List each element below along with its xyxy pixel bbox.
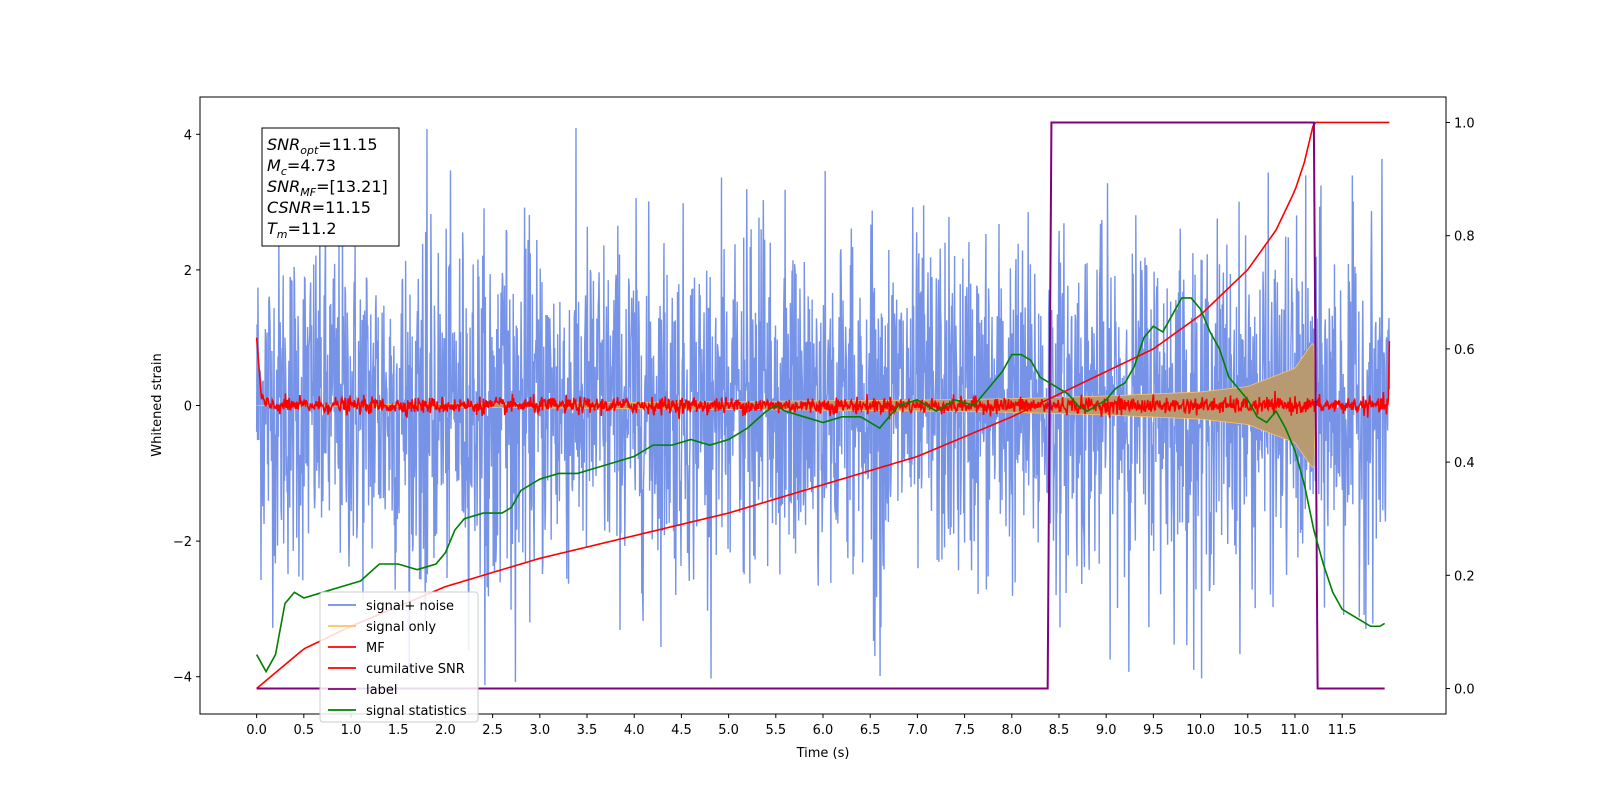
series-cumulative-snr-line xyxy=(256,121,1390,690)
x-tick-label: 3.0 xyxy=(529,723,550,738)
x-tick-label: 4.0 xyxy=(624,723,645,738)
legend-label: signal+ noise xyxy=(366,599,454,614)
legend: signal+ noise signal only MF cumilative SNR… xyxy=(319,591,479,723)
x-tick-label: 8.5 xyxy=(1049,723,1070,738)
info-box: SNRopt=11.15Mc=4.73SNRMF=[13.21]CSNR=11.… xyxy=(261,127,400,247)
info-line: Tm=11.2 xyxy=(267,219,337,241)
x-axis-label: Time (s) xyxy=(796,746,850,761)
x-tick-label: 4.5 xyxy=(671,723,692,738)
legend-label: cumilative SNR xyxy=(366,662,465,677)
y2-tick-label: 0.0 xyxy=(1454,683,1475,698)
x-tick-label: 5.0 xyxy=(718,723,739,738)
x-tick-label: 10.5 xyxy=(1233,723,1262,738)
y-tick-label: 2 xyxy=(184,264,192,279)
y2-tick-label: 0.4 xyxy=(1454,456,1475,471)
y-tick-label: 4 xyxy=(184,128,192,143)
y-tick-label: −4 xyxy=(173,671,192,686)
y2-tick-label: 1.0 xyxy=(1454,116,1475,131)
x-tick-label: 2.0 xyxy=(435,723,456,738)
info-line: SNRopt=11.15 xyxy=(267,135,378,157)
x-tick-label: 10.0 xyxy=(1186,723,1215,738)
x-tick-label: 0.5 xyxy=(293,723,314,738)
y-tick-label: −2 xyxy=(173,535,192,550)
info-line: Mc=4.73 xyxy=(267,156,336,178)
axes-layer: 0.0 0.5 1.0 1.5 2.0 2.5 3.0 3.5 4.0 4.5 5.0 5.5 6.0 6… xyxy=(173,116,1475,738)
info-line: CSNR=11.15 xyxy=(267,198,371,217)
y2-tick-label: 0.6 xyxy=(1454,343,1475,358)
x-tick-label: 6.5 xyxy=(860,723,881,738)
x-tick-label: 11.0 xyxy=(1280,723,1309,738)
x-tick-label: 1.0 xyxy=(341,723,362,738)
info-box-frame xyxy=(261,127,400,247)
marks-layer xyxy=(255,121,1391,690)
x-tick-label: 11.5 xyxy=(1328,723,1357,738)
x-tick-label: 8.0 xyxy=(1001,723,1022,738)
x-tick-label: 6.0 xyxy=(813,723,834,738)
y-axis-label: Whitened strain xyxy=(150,353,165,456)
info-line: SNRMF=[13.21] xyxy=(267,177,388,199)
x-tick-label: 0.0 xyxy=(246,723,267,738)
x-tick-label: 7.5 xyxy=(954,723,975,738)
legend-label: signal only xyxy=(366,620,436,635)
series-signal-statistics-line xyxy=(255,297,1386,674)
series-label-line xyxy=(256,121,1385,690)
y-tick-label: 0 xyxy=(184,400,192,415)
legend-label: label xyxy=(366,683,397,698)
x-tick-label: 2.5 xyxy=(482,723,503,738)
y2-tick-label: 0.8 xyxy=(1454,230,1475,245)
x-tick-label: 3.5 xyxy=(577,723,598,738)
legend-label: MF xyxy=(366,641,385,656)
series-mf-line xyxy=(255,337,1391,420)
legend-frame xyxy=(319,591,479,723)
x-tick-label: 5.5 xyxy=(765,723,786,738)
legend-label: signal statistics xyxy=(366,704,467,719)
y2-tick-label: 0.2 xyxy=(1454,569,1475,584)
x-tick-label: 9.5 xyxy=(1143,723,1164,738)
x-tick-label: 9.0 xyxy=(1096,723,1117,738)
x-tick-label: 7.0 xyxy=(907,723,928,738)
x-tick-label: 1.5 xyxy=(388,723,409,738)
